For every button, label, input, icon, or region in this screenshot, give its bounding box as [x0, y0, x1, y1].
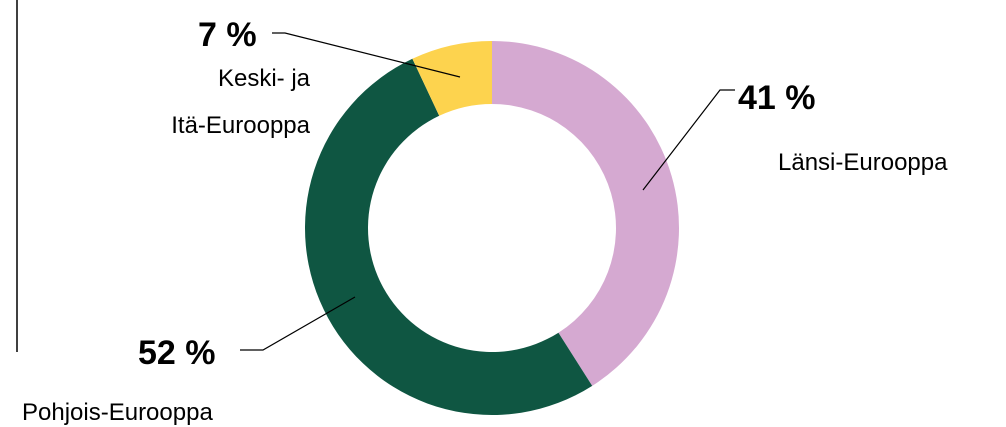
donut-slice-1 — [304, 58, 593, 416]
category-label-pohjois: Pohjois-Eurooppa — [22, 399, 213, 426]
category-label-keski-line2: Itä-Eurooppa — [171, 112, 310, 139]
donut-slice-2 — [412, 41, 492, 116]
donut-slice-0 — [492, 41, 679, 386]
value-label-keski: 7 % — [198, 16, 257, 54]
value-label-pohjois: 52 % — [138, 334, 216, 372]
value-label-lansi: 41 % — [738, 79, 816, 117]
donut-slices — [304, 41, 679, 416]
category-label-lansi: Länsi-Eurooppa — [778, 149, 948, 176]
category-label-keski-line1: Keski- ja — [218, 65, 311, 92]
leader-line-lansi — [642, 89, 735, 191]
leader-line-pohjois — [240, 296, 356, 351]
leader-line-keski — [272, 32, 461, 78]
